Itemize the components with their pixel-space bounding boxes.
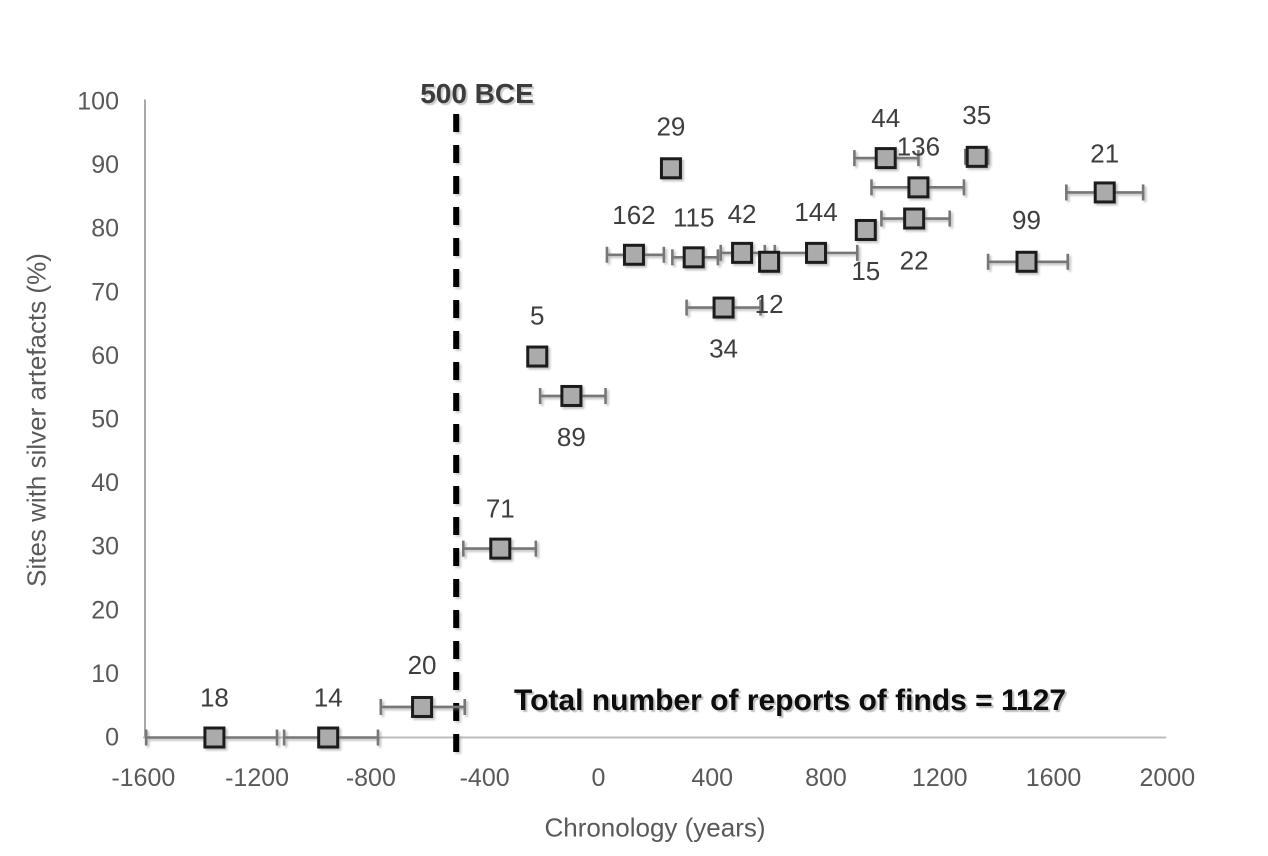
data-point-marker: [560, 384, 583, 407]
data-point-marker: [682, 246, 705, 269]
data-point-marker: [203, 726, 226, 749]
y-axis-tick-label: 10: [91, 660, 119, 688]
y-axis-tick-label: 100: [77, 88, 119, 116]
data-point-marker: [317, 726, 340, 749]
x-axis-tick-label: -1600: [111, 764, 175, 792]
y-axis-tick-label: 50: [91, 406, 119, 434]
x-axis-title: Chronology (years): [544, 812, 766, 843]
x-axis-tick-label: 2000: [1139, 764, 1195, 792]
data-point-marker: [805, 241, 828, 264]
data-point-marker: [758, 250, 781, 273]
y-axis-tick-label: 0: [105, 724, 119, 752]
data-point-marker: [854, 218, 877, 241]
data-point-label: 34: [709, 334, 738, 364]
data-point-label: 14: [314, 683, 343, 713]
data-point-marker: [731, 241, 754, 264]
x-axis-tick-label: -800: [346, 764, 396, 792]
total-reports-annotation: Total number of reports of finds = 1127: [514, 684, 1067, 717]
data-point-label: 21: [1090, 138, 1119, 168]
data-point-marker: [526, 345, 549, 368]
data-point-label: 12: [755, 289, 784, 319]
data-point-label: 22: [900, 246, 929, 276]
x-axis-tick-label: 1200: [912, 764, 968, 792]
x-axis-tick-label: -400: [460, 764, 510, 792]
data-point-label: 144: [794, 197, 837, 227]
data-point-label: 18: [200, 683, 229, 713]
data-point-marker: [411, 695, 434, 718]
x-axis-tick-label: 400: [691, 764, 733, 792]
data-point-label: 35: [962, 100, 991, 130]
data-point-label: 99: [1012, 205, 1041, 235]
data-point-label: 89: [557, 422, 586, 452]
data-point-label: 5: [530, 301, 544, 331]
y-axis-tick-label: 20: [91, 596, 119, 624]
data-point-marker: [659, 157, 682, 180]
y-axis-tick-label: 90: [91, 151, 119, 179]
threshold-line-label: 500 BCE: [420, 78, 534, 109]
x-axis-tick-label: -1200: [225, 764, 289, 792]
y-axis-tick-label: 70: [91, 278, 119, 306]
data-point-label: 15: [851, 256, 880, 286]
y-axis-tick-label: 30: [91, 533, 119, 561]
data-point-label: 71: [486, 494, 515, 524]
data-point-label: 136: [897, 131, 940, 161]
y-axis-tick-label: 60: [91, 342, 119, 370]
x-axis-tick-label: 800: [805, 764, 847, 792]
data-series: [144, 145, 1145, 749]
data-point-marker: [903, 207, 926, 230]
data-point-marker: [1093, 181, 1116, 204]
x-axis-tick-label: 1600: [1026, 764, 1082, 792]
y-axis-tick-label: 40: [91, 469, 119, 497]
x-axis-tick-label: 0: [591, 764, 605, 792]
data-point-marker: [874, 147, 897, 170]
data-point-label: 42: [728, 199, 757, 229]
data-point-marker: [907, 176, 930, 199]
data-point-marker: [489, 537, 512, 560]
data-point-marker: [965, 145, 988, 168]
data-point-label: 44: [871, 103, 900, 133]
y-axis-tick-label: 80: [91, 215, 119, 243]
data-point-label: 115: [673, 202, 714, 232]
data-point-marker: [1015, 250, 1038, 273]
data-point-label: 29: [656, 111, 685, 141]
data-point-label: 20: [408, 650, 437, 680]
y-axis-title: Sites with silver artefacts (%): [21, 253, 52, 587]
data-point-marker: [622, 243, 645, 266]
data-point-marker: [712, 296, 735, 319]
data-point-label: 162: [612, 200, 655, 230]
